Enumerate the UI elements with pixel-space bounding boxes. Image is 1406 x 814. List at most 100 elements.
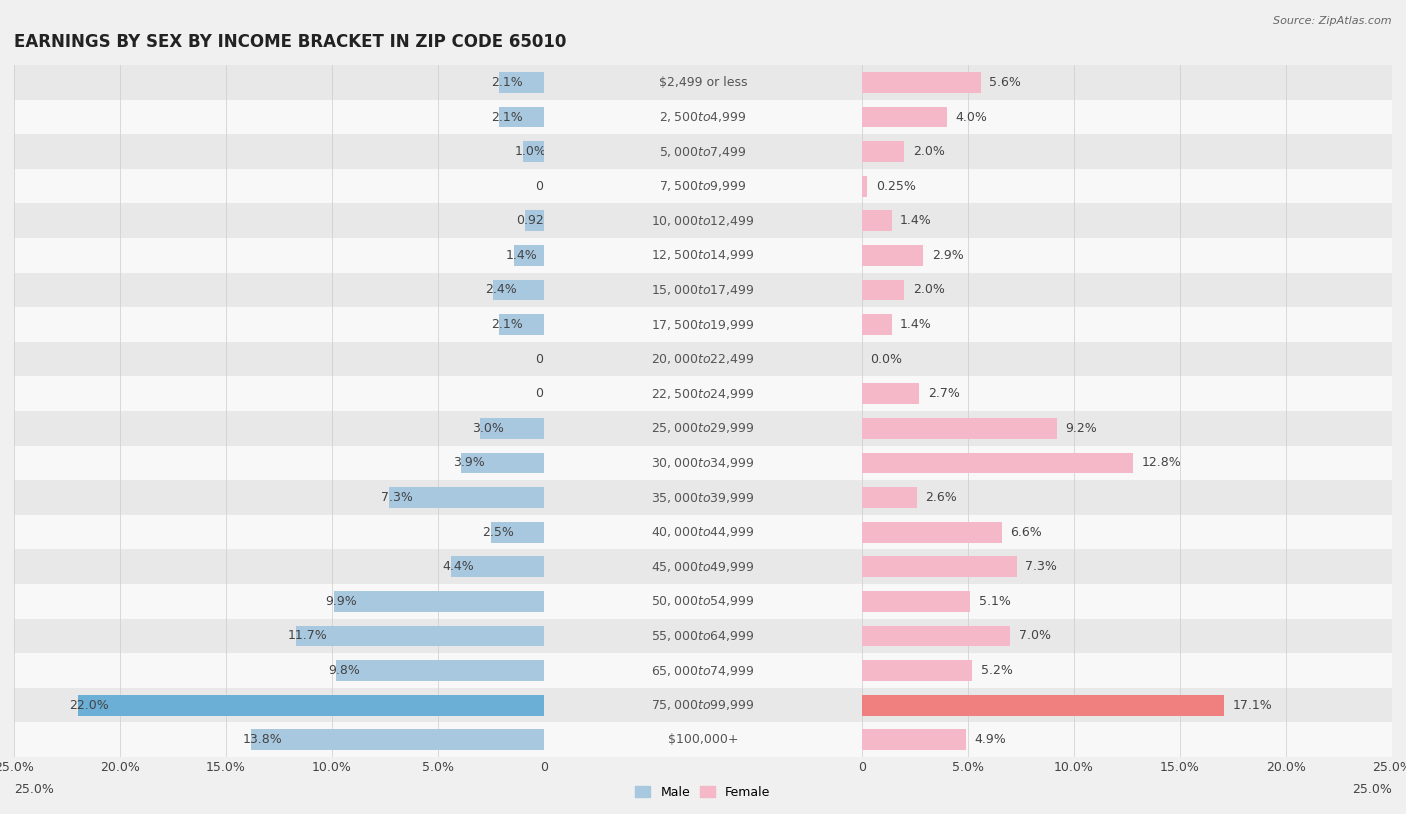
Bar	[862, 660, 972, 681]
Bar	[544, 688, 862, 723]
Text: $45,000 to $49,999: $45,000 to $49,999	[651, 560, 755, 574]
Bar	[862, 273, 1392, 307]
Bar	[14, 238, 544, 273]
Bar	[14, 445, 544, 480]
Bar	[544, 134, 862, 168]
Bar	[544, 238, 862, 273]
Bar	[862, 411, 1392, 445]
Bar	[523, 141, 544, 162]
Text: $17,500 to $19,999: $17,500 to $19,999	[651, 317, 755, 331]
Bar	[862, 584, 1392, 619]
Text: 3.0%: 3.0%	[472, 422, 503, 435]
Bar	[544, 307, 862, 342]
Text: 9.8%: 9.8%	[328, 664, 360, 677]
Text: 2.0%: 2.0%	[912, 145, 945, 158]
Text: $12,500 to $14,999: $12,500 to $14,999	[651, 248, 755, 262]
Bar	[544, 307, 862, 342]
Bar	[862, 307, 1392, 342]
Text: 22.0%: 22.0%	[69, 698, 108, 711]
Bar	[544, 549, 862, 584]
Text: $2,499 or less: $2,499 or less	[659, 76, 747, 89]
Bar	[862, 314, 891, 335]
Text: 2.4%: 2.4%	[485, 283, 516, 296]
Bar	[499, 314, 544, 335]
Bar	[544, 342, 862, 376]
Bar	[544, 619, 862, 653]
Text: $40,000 to $44,999: $40,000 to $44,999	[651, 525, 755, 539]
Text: 0.0%: 0.0%	[536, 180, 568, 193]
Text: 4.0%: 4.0%	[955, 111, 987, 124]
Bar	[862, 342, 1392, 376]
Bar	[14, 134, 544, 168]
Bar	[862, 204, 1392, 238]
Bar	[544, 480, 862, 514]
Text: 9.9%: 9.9%	[326, 595, 357, 608]
Text: $50,000 to $54,999: $50,000 to $54,999	[651, 594, 755, 608]
Bar	[544, 653, 862, 688]
Bar	[14, 168, 544, 204]
Bar	[544, 653, 862, 688]
Text: 0.0%: 0.0%	[536, 387, 568, 400]
Bar	[862, 549, 1392, 584]
Bar	[862, 238, 1392, 273]
Bar	[14, 99, 544, 134]
Text: 0.0%: 0.0%	[870, 352, 903, 365]
Text: 3.9%: 3.9%	[453, 457, 485, 470]
Bar	[451, 556, 544, 577]
Bar	[544, 723, 862, 757]
Bar	[862, 65, 1392, 99]
Bar	[544, 376, 862, 411]
Text: $22,500 to $24,999: $22,500 to $24,999	[651, 387, 755, 400]
Bar	[335, 591, 544, 611]
Bar	[524, 210, 544, 231]
Bar	[862, 176, 868, 196]
Text: $55,000 to $64,999: $55,000 to $64,999	[651, 629, 755, 643]
Bar	[544, 619, 862, 653]
Bar	[544, 65, 862, 99]
Bar	[862, 141, 904, 162]
Text: $25,000 to $29,999: $25,000 to $29,999	[651, 422, 755, 435]
Bar	[252, 729, 544, 750]
Bar	[336, 660, 544, 681]
Bar	[544, 445, 862, 480]
Bar	[544, 204, 862, 238]
Bar	[862, 619, 1392, 653]
Text: 1.4%: 1.4%	[900, 214, 932, 227]
Bar	[544, 514, 862, 549]
Bar	[14, 273, 544, 307]
Text: 12.8%: 12.8%	[1142, 457, 1181, 470]
Bar	[14, 204, 544, 238]
Bar	[544, 99, 862, 134]
Text: Source: ZipAtlas.com: Source: ZipAtlas.com	[1274, 16, 1392, 26]
Bar	[544, 514, 862, 549]
Text: 25.0%: 25.0%	[1353, 783, 1392, 796]
Text: 4.9%: 4.9%	[974, 733, 1007, 746]
Text: 2.7%: 2.7%	[928, 387, 959, 400]
Bar	[862, 168, 1392, 204]
Bar	[862, 556, 1017, 577]
Text: 7.3%: 7.3%	[1025, 560, 1057, 573]
Text: 1.4%: 1.4%	[900, 318, 932, 331]
Text: $75,000 to $99,999: $75,000 to $99,999	[651, 698, 755, 712]
Text: 5.1%: 5.1%	[979, 595, 1011, 608]
Text: 7.3%: 7.3%	[381, 491, 413, 504]
Text: 6.6%: 6.6%	[1011, 526, 1042, 539]
Bar	[544, 99, 862, 134]
Bar	[862, 376, 1392, 411]
Text: 2.0%: 2.0%	[912, 283, 945, 296]
Bar	[14, 480, 544, 514]
Bar	[862, 210, 891, 231]
Bar	[862, 487, 917, 508]
Bar	[544, 168, 862, 204]
Bar	[544, 445, 862, 480]
Text: $5,000 to $7,499: $5,000 to $7,499	[659, 145, 747, 159]
Text: 2.9%: 2.9%	[932, 249, 963, 262]
Text: 0.92%: 0.92%	[516, 214, 555, 227]
Bar	[14, 549, 544, 584]
Bar	[862, 514, 1392, 549]
Bar	[544, 584, 862, 619]
Bar	[14, 65, 544, 99]
Text: 0.0%: 0.0%	[536, 352, 568, 365]
Bar	[544, 411, 862, 445]
Bar	[862, 723, 1392, 757]
